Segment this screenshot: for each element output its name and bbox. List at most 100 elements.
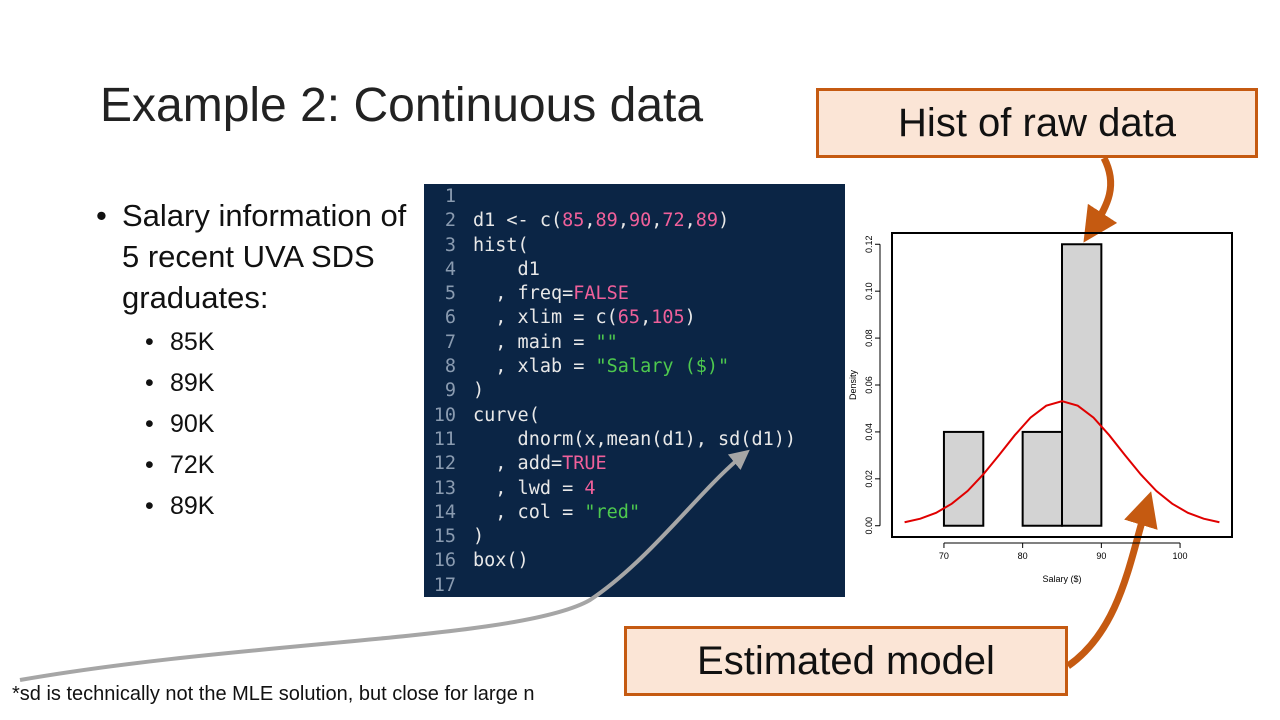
callout: Hist of raw data bbox=[816, 88, 1258, 158]
line-number: 8 bbox=[444, 356, 456, 378]
slide-title: Example 2: Continuous data bbox=[100, 79, 704, 132]
code-token: , bbox=[684, 210, 696, 232]
sub-bullet: 89K bbox=[145, 363, 214, 404]
code-token: 85 bbox=[562, 210, 585, 232]
code-token: , bbox=[640, 307, 652, 329]
code-token: ) bbox=[684, 307, 696, 329]
code-token: 89 bbox=[695, 210, 719, 232]
line-number: 10 bbox=[433, 404, 456, 426]
code-line: 14 , col = "red" bbox=[424, 501, 845, 525]
code-token: curve( bbox=[473, 404, 540, 426]
code-token: 105 bbox=[651, 307, 685, 329]
code-token: "" bbox=[595, 331, 618, 353]
code-line: 7 , main = "" bbox=[424, 331, 845, 355]
code-token: , add= bbox=[473, 453, 563, 475]
sub-bullet: 72K bbox=[145, 445, 214, 486]
code-token: box() bbox=[473, 550, 529, 572]
bar bbox=[1061, 243, 1103, 527]
code-line: 17 bbox=[424, 574, 845, 598]
sub-bullet: 89K bbox=[145, 486, 214, 527]
y-tick-label: 0.08 bbox=[864, 329, 874, 347]
line-number: 13 bbox=[433, 477, 456, 499]
arrow bbox=[1083, 156, 1118, 243]
bullet-text: Salary information of 5 recent UVA SDS g… bbox=[122, 198, 407, 315]
code-line: 13 , lwd = 4 bbox=[424, 477, 845, 501]
line-number: 15 bbox=[433, 526, 456, 548]
code-line: 4 d1 bbox=[424, 258, 845, 282]
x-tick-label: 90 bbox=[1096, 551, 1106, 561]
code-token: ) bbox=[718, 210, 730, 232]
code-token: d1 bbox=[473, 258, 540, 280]
code-token: , bbox=[617, 210, 629, 232]
code-token: 72 bbox=[662, 210, 685, 232]
line-number: 12 bbox=[433, 453, 456, 475]
x-tick-label: 80 bbox=[1018, 551, 1028, 561]
code-token: , xlab = bbox=[473, 356, 596, 378]
code-token: , lwd = bbox=[473, 477, 585, 499]
code-line: 2 d1 <- c(85, 89, 90, 72, 89) bbox=[424, 209, 845, 233]
code-token: , main = bbox=[473, 331, 596, 353]
code-line: 5 , freq= FALSE bbox=[424, 282, 845, 306]
code-token: , xlim = c( bbox=[473, 307, 618, 329]
plot-box bbox=[891, 232, 1233, 538]
line-number: 16 bbox=[433, 550, 456, 572]
y-axis-label: Density bbox=[848, 369, 858, 400]
code-token: 65 bbox=[617, 307, 641, 329]
code-line: 16 box() bbox=[424, 549, 845, 573]
code-token: "Salary ($)" bbox=[595, 356, 730, 378]
code-token: , col = bbox=[473, 501, 585, 523]
x-axis-label: Salary ($) bbox=[1042, 574, 1081, 584]
line-number: 1 bbox=[444, 186, 456, 207]
code-token: , bbox=[584, 210, 596, 232]
bar bbox=[1021, 430, 1063, 527]
y-tick-label: 0.00 bbox=[864, 517, 874, 535]
code-line: 9) bbox=[424, 379, 845, 403]
footnote: *sd is technically not the MLE solution,… bbox=[12, 683, 535, 705]
x-tick-label: 100 bbox=[1173, 551, 1188, 561]
code-token: hist( bbox=[473, 234, 529, 256]
code-token: TRUE bbox=[562, 453, 607, 475]
model-curve bbox=[904, 400, 1220, 524]
code-line: 6 , xlim = c(65, 105) bbox=[424, 306, 845, 330]
code-token: dnorm(x,mean(d1), sd(d1)) bbox=[473, 428, 797, 450]
code-block: 1 2 d1 <- c(85, 89, 90, 72, 89) 3 hist(4 d1 5 , f… bbox=[424, 184, 845, 597]
y-tick-label: 0.02 bbox=[864, 470, 874, 488]
code-token: FALSE bbox=[573, 283, 629, 305]
line-number: 17 bbox=[433, 574, 456, 596]
arrow bbox=[1065, 491, 1158, 669]
sub-bullet: 90K bbox=[145, 404, 214, 445]
y-tick-label: 0.06 bbox=[864, 376, 874, 394]
code-token: , bbox=[651, 210, 663, 232]
code-token: "red" bbox=[584, 501, 641, 523]
x-tick-label: 70 bbox=[939, 551, 949, 561]
sub-bullets: 85K89K90K72K89K bbox=[145, 322, 214, 527]
code-line: 10 curve( bbox=[424, 404, 845, 428]
code-line: 1 bbox=[424, 185, 845, 209]
line-number: 14 bbox=[433, 501, 456, 523]
code-token: 4 bbox=[584, 477, 596, 499]
bar bbox=[942, 430, 985, 527]
sub-bullet: 85K bbox=[145, 322, 214, 363]
code-line: 12 , add= TRUE bbox=[424, 452, 845, 476]
code-token: 89 bbox=[595, 210, 618, 232]
code-line: 3 hist( bbox=[424, 234, 845, 258]
line-number: 11 bbox=[433, 428, 456, 450]
line-number: 2 bbox=[444, 210, 456, 232]
code-token: ) bbox=[473, 526, 485, 548]
line-number: 7 bbox=[444, 331, 456, 353]
code-token: , freq= bbox=[473, 283, 574, 305]
code-token: d1 <- c( bbox=[473, 210, 563, 232]
y-tick-label: 0.04 bbox=[864, 423, 874, 441]
callout: Estimated model bbox=[624, 626, 1068, 696]
bullet: • Salary information of 5 recent UVA SDS … bbox=[96, 195, 416, 318]
code-token: ) bbox=[473, 380, 485, 402]
y-tick-label: 0.12 bbox=[864, 235, 874, 253]
code-line: 15) bbox=[424, 525, 845, 549]
code-line: 8 , xlab = "Salary ($)" bbox=[424, 355, 845, 379]
line-number: 5 bbox=[444, 283, 456, 305]
line-number: 9 bbox=[444, 380, 456, 402]
y-tick-label: 0.10 bbox=[864, 282, 874, 300]
code-token: 90 bbox=[628, 210, 652, 232]
line-number: 3 bbox=[444, 234, 456, 256]
